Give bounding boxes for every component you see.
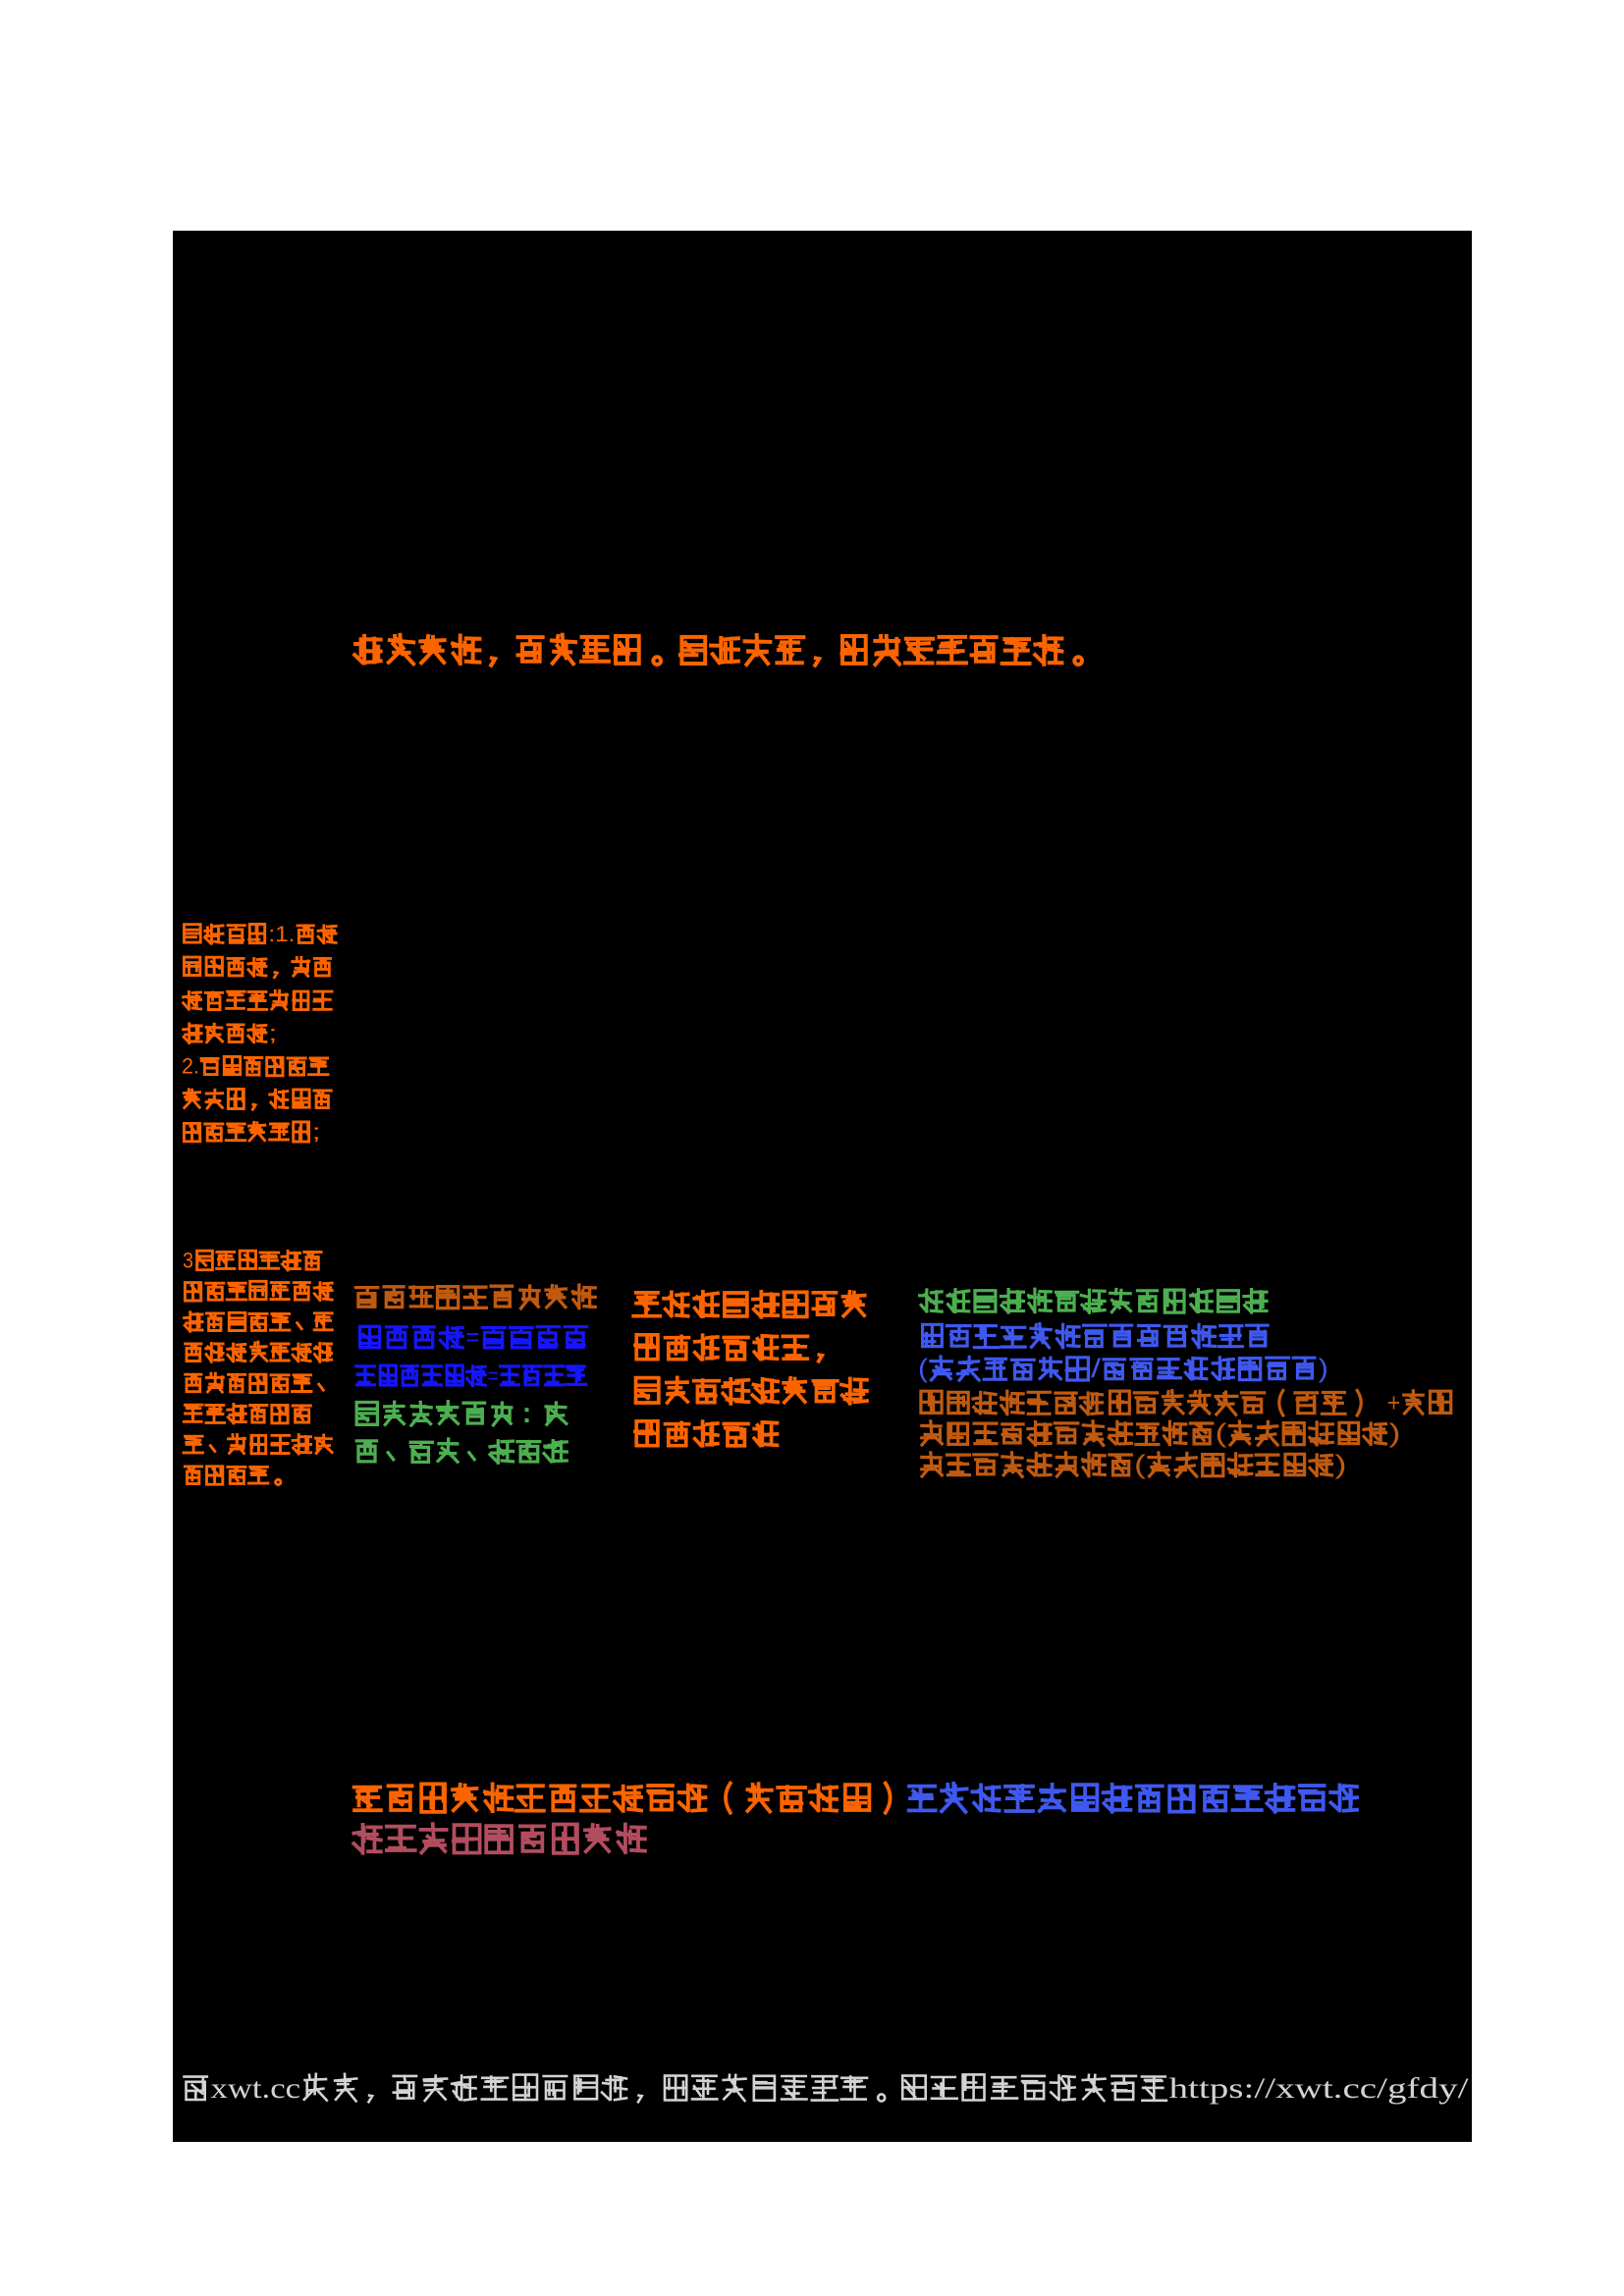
svg-text:): ): [1389, 1418, 1401, 1448]
svg-text:): ): [1335, 1450, 1347, 1479]
svg-text:): ): [1319, 1354, 1328, 1383]
svg-text:3: 3: [183, 1249, 193, 1273]
svg-text:https://xwt.cc/gfdy/: https://xwt.cc/gfdy/: [1169, 2072, 1470, 2105]
svg-text:/: /: [1091, 1354, 1102, 1383]
svg-text:;: ;: [312, 1120, 321, 1145]
svg-text:(: (: [1134, 1450, 1146, 1479]
svg-text:2.: 2.: [182, 1054, 199, 1079]
svg-text:(: (: [918, 1354, 928, 1383]
svg-text:xwt.cc: xwt.cc: [211, 2072, 301, 2105]
svg-text:=: =: [465, 1322, 479, 1352]
svg-text:+: +: [1387, 1388, 1401, 1417]
svg-text:=: =: [488, 1363, 499, 1390]
svg-text:(: (: [1216, 1418, 1227, 1448]
svg-text::1.: :1.: [268, 922, 295, 946]
svg-text:;: ;: [268, 1021, 277, 1045]
